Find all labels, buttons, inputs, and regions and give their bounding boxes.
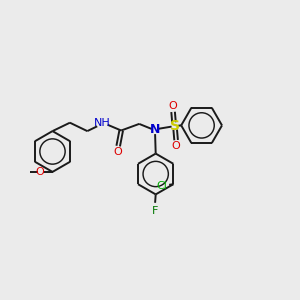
Text: O: O [172,141,181,152]
Text: N: N [150,123,160,136]
Text: O: O [35,167,44,177]
Text: O: O [113,146,122,157]
Text: O: O [169,100,178,111]
Text: F: F [152,206,159,216]
Text: S: S [169,119,180,133]
Text: NH: NH [94,118,111,128]
Text: Cl: Cl [157,181,168,191]
